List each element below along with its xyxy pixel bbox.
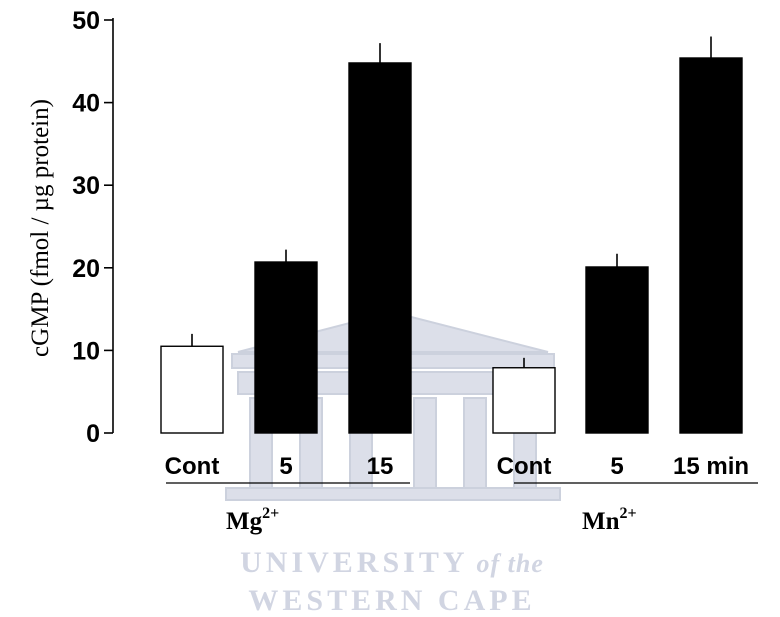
y-axis-title: cGMP (fmol / µg protein) [27, 99, 54, 357]
bar [492, 367, 556, 434]
bar [348, 62, 412, 434]
y-tick-label: 30 [72, 172, 100, 200]
bar [160, 345, 224, 434]
x-category-label: 5 [610, 453, 623, 480]
category-labels: Cont 5 15 Cont 5 15 min [165, 453, 749, 480]
watermark-line1: UNIVERSITY of the [240, 546, 544, 579]
bar [254, 261, 318, 434]
y-tick-label: 40 [72, 90, 100, 118]
y-tick-label: 10 [72, 337, 100, 365]
x-category-label: Cont [165, 453, 220, 480]
bars [160, 57, 743, 434]
x-category-label: Cont [497, 453, 552, 480]
x-category-label: 5 [279, 453, 292, 480]
group-label-mn: Mn2+ [582, 505, 637, 535]
error-bars [191, 36, 712, 368]
watermark-line2: WESTERN CAPE [248, 584, 535, 617]
x-category-label: 15 min [673, 453, 749, 480]
y-axis-ticks: 0 10 20 30 40 50 [72, 7, 113, 448]
bar [679, 57, 743, 434]
y-tick-label: 20 [72, 255, 100, 283]
bar [585, 266, 649, 434]
y-tick-label: 0 [86, 420, 100, 448]
x-category-label: 15 [367, 453, 394, 480]
group-label-mg: Mg2+ [226, 505, 279, 535]
y-tick-label: 50 [72, 7, 100, 35]
